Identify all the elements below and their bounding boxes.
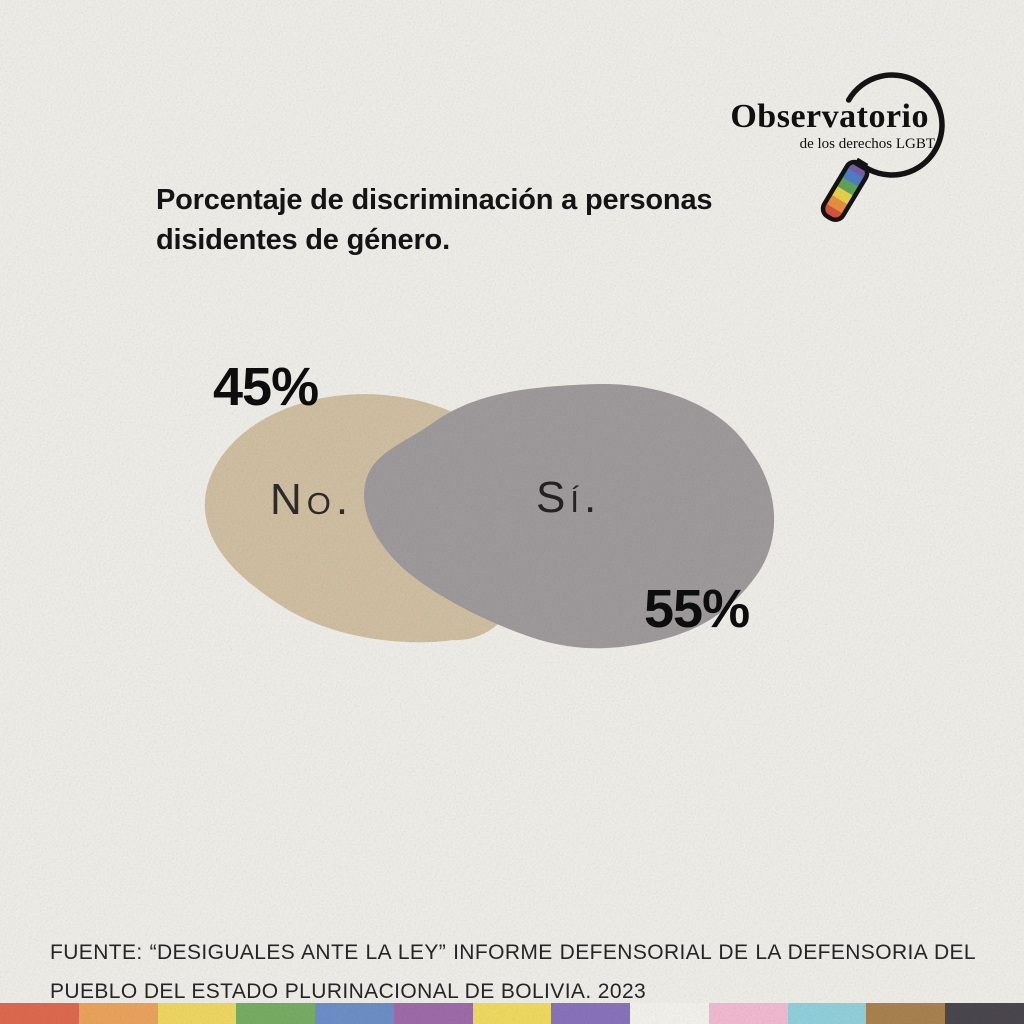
stripe-segment — [551, 1003, 631, 1024]
observatorio-logo: Observatorio de los derechos LGBT — [730, 50, 967, 230]
stripe-segment — [630, 1003, 709, 1024]
stripe-segment — [787, 1003, 867, 1024]
stripe-segment — [157, 1003, 237, 1024]
value-no: 45% — [213, 357, 319, 417]
title-line-2: disidentes de género. — [156, 224, 450, 256]
logo-wordmark: Observatorio — [730, 98, 929, 135]
source-line-1: FUENTE: “DESIGUALES ANTE LA LEY” INFORME… — [50, 941, 976, 964]
stripe-segment — [78, 1003, 158, 1024]
stripe-segment — [236, 1003, 316, 1024]
logo-subtitle: de los derechos LGBT — [799, 136, 935, 152]
page-title: Porcentaje de discriminación a personas … — [156, 180, 756, 260]
stripe-segment — [472, 1003, 552, 1024]
stripe-segment — [393, 1003, 473, 1024]
source-citation: FUENTE: “DESIGUALES ANTE LA LEY” INFORME… — [50, 933, 976, 1011]
stripe-segment — [945, 1003, 1024, 1024]
stripe-segment — [0, 1003, 79, 1024]
stripe-segment — [708, 1003, 788, 1024]
label-no: No. — [270, 475, 354, 524]
rainbow-footer-stripe — [0, 1003, 1024, 1024]
magnifier-handle — [819, 157, 871, 224]
value-si: 55% — [644, 579, 750, 639]
label-si: Sí. — [536, 473, 602, 522]
stripe-segment — [866, 1003, 946, 1024]
stripe-segment — [315, 1003, 394, 1024]
title-line-1: Porcentaje de discriminación a personas — [156, 184, 713, 216]
